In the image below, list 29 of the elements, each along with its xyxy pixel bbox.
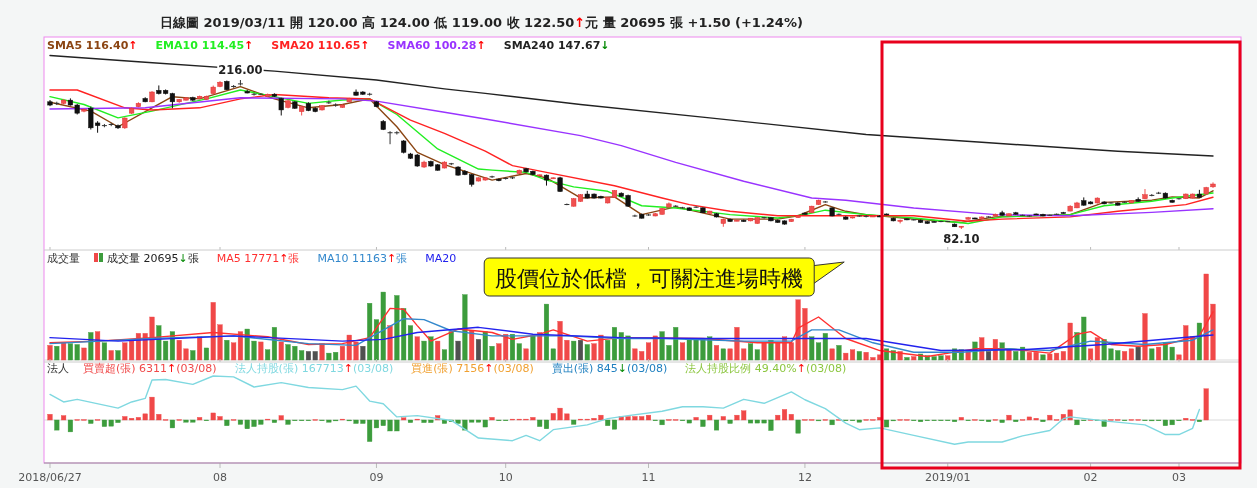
- text: EMA10 114.45↑: [155, 39, 254, 52]
- text: MA20: [425, 252, 457, 265]
- text: MA10 11163↑張: [317, 252, 408, 265]
- x-tick-label: 10: [498, 471, 513, 484]
- text: SMA5 116.40↑: [47, 39, 138, 52]
- chart-title: 法人: [47, 362, 69, 375]
- text: 買賣超(張) 6311↑(03/08): [83, 362, 217, 375]
- series-label: 法人持股(張) 167713↑(03/08): [234, 362, 394, 375]
- chart-title: 成交量: [47, 252, 80, 265]
- x-tick-label: 03: [1171, 471, 1186, 484]
- x-tick-label: 09: [369, 471, 384, 484]
- chart-title: 日線圖 2019/03/11 開 120.00 高 124.00 低 119.00 收 122.50↑元 量 20695 張 +1.50 (+1.24%): [160, 15, 803, 30]
- text: 賣出(張) 845↓(03/08): [551, 362, 668, 375]
- x-tick-label: 2019/01: [924, 471, 971, 484]
- x-tick-label: 11: [641, 471, 656, 484]
- text: SMA60 100.28↑: [387, 39, 486, 52]
- text: 買進(張) 7156↑(03/08): [411, 362, 534, 375]
- x-tick-label: 12: [797, 471, 812, 484]
- text: MA5 17771↑張: [216, 252, 300, 265]
- text: 法人持股比例 49.40%↑(03/08): [685, 362, 847, 375]
- annotation: 股價位於低檔，可關注進場時機: [495, 266, 804, 291]
- text: SMA20 110.65↑: [271, 39, 370, 52]
- annotation: 216.00: [218, 63, 263, 77]
- x-tick-label: 08: [213, 471, 228, 484]
- x-tick-label: 2018/06/27: [18, 471, 82, 484]
- legend-label: 成交量 20695↓張: [107, 252, 199, 265]
- x-tick-label: 02: [1083, 471, 1098, 484]
- text: SMA240 147.67↓: [503, 39, 610, 52]
- annotation: 82.10: [943, 232, 980, 246]
